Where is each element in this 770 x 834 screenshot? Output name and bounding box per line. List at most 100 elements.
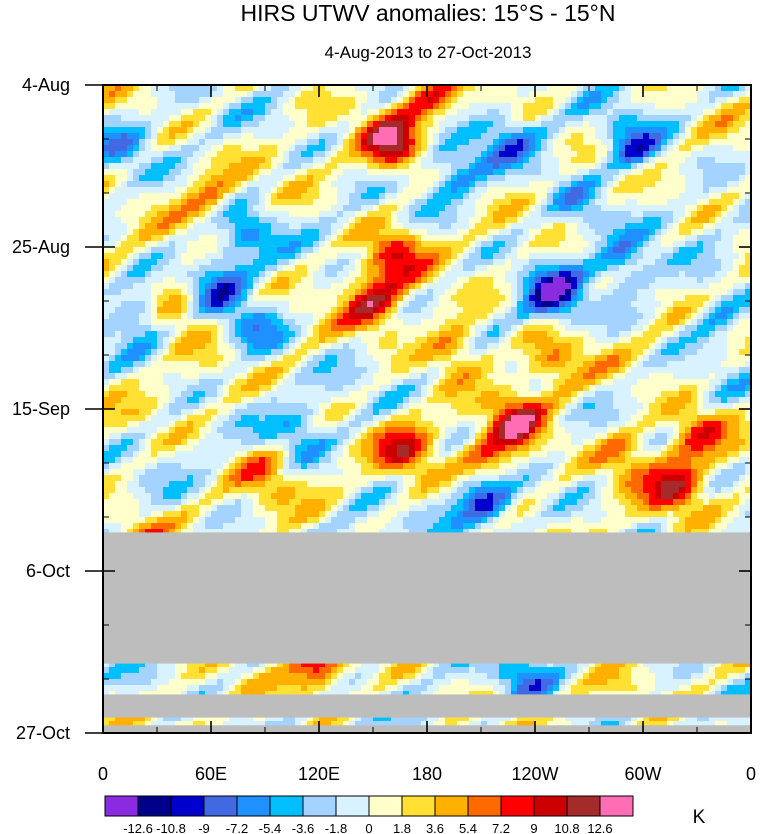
field-cell	[475, 151, 482, 158]
field-cell	[703, 193, 710, 200]
field-cell	[361, 115, 368, 122]
field-cell	[409, 169, 416, 176]
field-cell	[367, 295, 374, 302]
field-cell	[385, 211, 392, 218]
field-cell	[553, 325, 560, 332]
field-cell	[223, 217, 230, 224]
field-cell	[151, 265, 158, 272]
field-cell	[625, 331, 632, 338]
field-cell	[421, 349, 428, 356]
field-cell	[181, 103, 188, 110]
field-cell	[367, 163, 374, 170]
field-cell	[529, 115, 536, 122]
field-cell	[319, 277, 326, 284]
field-cell	[109, 349, 116, 356]
field-cell	[577, 277, 584, 284]
field-cell	[697, 103, 704, 110]
field-cell	[373, 247, 380, 254]
field-cell	[301, 145, 308, 152]
field-cell	[319, 169, 326, 176]
field-cell	[433, 319, 440, 326]
field-cell	[577, 301, 584, 308]
field-cell	[181, 271, 188, 278]
field-cell	[499, 127, 506, 134]
field-cell	[319, 325, 326, 332]
field-cell	[439, 121, 446, 128]
field-cell	[517, 247, 524, 254]
field-cell	[505, 181, 512, 188]
field-cell	[427, 241, 434, 248]
field-cell	[445, 157, 452, 164]
field-cell	[463, 229, 470, 236]
field-cell	[481, 85, 488, 92]
field-cell	[553, 109, 560, 116]
field-cell	[733, 277, 740, 284]
field-cell	[493, 319, 500, 326]
field-cell	[349, 91, 356, 98]
field-cell	[589, 187, 596, 194]
field-cell	[193, 313, 200, 320]
field-cell	[313, 331, 320, 338]
field-cell	[577, 199, 584, 206]
field-cell	[283, 253, 290, 260]
field-cell	[715, 271, 722, 278]
field-cell	[553, 211, 560, 218]
field-cell	[553, 337, 560, 344]
field-cell	[211, 91, 218, 98]
field-cell	[193, 289, 200, 296]
field-cell	[391, 193, 398, 200]
field-cell	[163, 235, 170, 242]
field-cell	[307, 283, 314, 290]
field-cell	[673, 109, 680, 116]
field-cell	[613, 121, 620, 128]
field-cell	[493, 133, 500, 140]
field-cell	[151, 181, 158, 188]
field-cell	[289, 355, 296, 362]
field-cell	[577, 295, 584, 302]
field-cell	[595, 127, 602, 134]
field-cell	[271, 145, 278, 152]
field-cell	[481, 229, 488, 236]
field-cell	[685, 193, 692, 200]
field-cell	[595, 163, 602, 170]
field-cell	[397, 157, 404, 164]
field-cell	[535, 139, 542, 146]
field-cell	[139, 331, 146, 338]
field-cell	[145, 295, 152, 302]
field-cell	[691, 301, 698, 308]
field-cell	[697, 133, 704, 140]
field-cell	[673, 91, 680, 98]
field-cell	[709, 205, 716, 212]
field-cell	[469, 91, 476, 98]
field-cell	[169, 193, 176, 200]
field-cell	[319, 247, 326, 254]
field-cell	[139, 151, 146, 158]
field-cell	[589, 127, 596, 134]
field-cell	[241, 97, 248, 104]
field-cell	[553, 151, 560, 158]
field-cell	[727, 307, 734, 314]
field-cell	[583, 343, 590, 350]
field-cell	[337, 319, 344, 326]
field-cell	[145, 241, 152, 248]
field-cell	[109, 259, 116, 266]
field-cell	[163, 229, 170, 236]
field-cell	[157, 259, 164, 266]
field-cell	[709, 337, 716, 344]
field-cell	[655, 115, 662, 122]
field-cell	[679, 133, 686, 140]
field-cell	[475, 283, 482, 290]
field-cell	[481, 187, 488, 194]
field-cell	[409, 151, 416, 158]
field-cell	[433, 157, 440, 164]
field-cell	[547, 355, 554, 362]
field-cell	[169, 325, 176, 332]
field-cell	[355, 265, 362, 272]
field-cell	[631, 97, 638, 104]
field-cell	[127, 127, 134, 134]
field-cell	[343, 91, 350, 98]
field-cell	[487, 211, 494, 218]
field-cell	[559, 145, 566, 152]
field-cell	[583, 151, 590, 158]
field-cell	[655, 253, 662, 260]
